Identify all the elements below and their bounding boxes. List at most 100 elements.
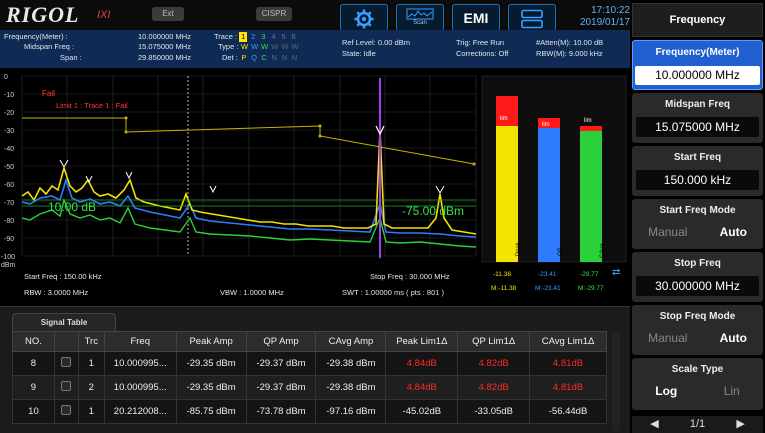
vbw-readout: VBW : 1.0000 MHz bbox=[220, 288, 284, 297]
info-bar: Frequency(Meter) : 10.000000 MHz Midspan… bbox=[0, 30, 630, 68]
gear-icon bbox=[354, 9, 374, 29]
limit-fail-text: Limit 1 : Trace 1 : Fail bbox=[56, 101, 128, 110]
peak-bar-marker: M:-11.38 bbox=[491, 285, 517, 292]
col-cavg-lim[interactable]: CAvg Lim1Δ bbox=[529, 331, 607, 352]
row-checkbox[interactable] bbox=[53, 399, 79, 424]
start-mode-manual[interactable]: Manual bbox=[648, 225, 688, 239]
menu-start-freq[interactable]: Start Freq 150.000 kHz bbox=[632, 146, 763, 196]
cavg-lim-label: lim bbox=[584, 118, 592, 124]
clock: 17:10:22 2019/01/17 bbox=[570, 5, 630, 29]
menu-start-value[interactable]: 150.000 kHz bbox=[636, 170, 759, 190]
cell-cavg-lim: -56.44dB bbox=[529, 399, 607, 424]
trace-4[interactable]: 4 bbox=[271, 32, 276, 41]
ext-button[interactable]: Ext bbox=[152, 7, 184, 21]
menu-freq-meter-value[interactable]: 10.000000 MHz bbox=[635, 66, 760, 85]
logo-subtitle: IXI bbox=[97, 9, 111, 21]
cell-peak-lim: 4.84dB bbox=[385, 351, 459, 376]
det-5: N bbox=[281, 53, 288, 62]
row-checkbox[interactable] bbox=[53, 351, 79, 376]
plot-footer: Start Freq : 150.00 kHz RBW : 3.0000 MHz… bbox=[0, 268, 630, 306]
col-qp-amp[interactable]: QP Amp bbox=[245, 331, 317, 352]
bar-meter-svg: lim Peak lim QP lim CAvg bbox=[481, 75, 627, 263]
menu-start-mode-title: Start Freq Mode bbox=[659, 205, 736, 216]
menu-midspan-value[interactable]: 15.075000 MHz bbox=[636, 117, 759, 137]
trace-5[interactable]: 5 bbox=[281, 32, 286, 41]
clock-date: 2019/01/17 bbox=[579, 17, 630, 28]
table-row[interactable]: 9 2 10.000995... -29.35 dBm -29.37 dBm -… bbox=[12, 375, 607, 400]
marker-1-icon[interactable] bbox=[375, 125, 385, 136]
fail-text: Fail bbox=[42, 89, 55, 98]
trace-3[interactable]: 3 bbox=[261, 32, 266, 41]
prev-page-icon[interactable]: ◀ bbox=[650, 418, 659, 430]
signal-table-tab[interactable]: Signal Table bbox=[12, 313, 116, 331]
stop-mode-manual[interactable]: Manual bbox=[648, 331, 688, 345]
table-scrollbar[interactable] bbox=[612, 331, 620, 431]
det-3: C bbox=[261, 53, 267, 62]
col-peak-lim[interactable]: Peak Lim1Δ bbox=[385, 331, 459, 352]
qp-bar bbox=[538, 118, 560, 262]
qp-bar-value: -23.41 bbox=[538, 271, 557, 278]
limit-points bbox=[124, 116, 476, 166]
cell-no: 8 bbox=[12, 351, 55, 376]
checkbox-icon[interactable] bbox=[61, 381, 72, 391]
trace-row: Trace : 1 2 3 4 5 6 bbox=[214, 32, 298, 42]
row-checkbox[interactable] bbox=[53, 375, 79, 400]
col-qp-lim[interactable]: QP Lim1Δ bbox=[457, 331, 531, 352]
menu-stop-freq-mode[interactable]: Stop Freq Mode Manual Auto bbox=[632, 305, 763, 355]
ytick-5: -50 bbox=[4, 164, 14, 171]
cavg-bar bbox=[580, 126, 602, 262]
scan-button[interactable]: Scan bbox=[396, 4, 444, 32]
menu-scale-title: Scale Type bbox=[671, 364, 724, 375]
checkbox-icon[interactable] bbox=[61, 357, 72, 367]
cell-qp-amp: -73.78 dBm bbox=[245, 399, 317, 424]
stop-mode-auto[interactable]: Auto bbox=[719, 331, 747, 345]
emi-button[interactable]: EMI bbox=[452, 4, 500, 32]
menu-midspan[interactable]: Midspan Freq 15.075000 MHz bbox=[632, 93, 763, 143]
scale-lin[interactable]: Lin bbox=[723, 384, 740, 398]
layout-button[interactable] bbox=[508, 4, 556, 32]
spectrum-plot[interactable]: 0 -10 -20 -30 -40 -50 -60 -70 -80 -90 -1… bbox=[0, 68, 480, 268]
rigol-logo: RIGOL bbox=[6, 2, 80, 27]
type-1: W bbox=[240, 42, 249, 51]
cavg-bar-over-limit bbox=[580, 126, 602, 131]
settings-button[interactable] bbox=[340, 4, 388, 32]
next-page-icon[interactable]: ▶ bbox=[736, 418, 745, 430]
table-row[interactable]: 10 1 20.212008... -85.75 dBm -73.78 dBm … bbox=[12, 399, 607, 424]
col-freq[interactable]: Freq bbox=[103, 331, 177, 352]
trace-2[interactable]: 2 bbox=[251, 32, 256, 41]
qp-bar-marker: M:-23.41 bbox=[535, 285, 561, 292]
freq-meter-label: Frequency(Meter) : bbox=[4, 32, 68, 41]
col-cavg-amp[interactable]: CAvg Amp bbox=[315, 331, 387, 352]
det-row: Det : P Q C N N N bbox=[222, 53, 298, 63]
type-2: W bbox=[251, 42, 259, 51]
trace-1[interactable]: 1 bbox=[239, 32, 248, 42]
menu-stop-value[interactable]: 30.000000 MHz bbox=[636, 276, 759, 296]
menu-start-freq-mode[interactable]: Start Freq Mode Manual Auto bbox=[632, 199, 763, 249]
checkbox-icon[interactable] bbox=[61, 405, 72, 415]
cispr-button[interactable]: CISPR bbox=[256, 7, 292, 21]
stop-freq-readout: Stop Freq : 30.000 MHz bbox=[370, 272, 450, 281]
cavg-trace bbox=[21, 197, 477, 248]
ytick-6: -60 bbox=[4, 182, 14, 189]
menu-scale-type[interactable]: Scale Type Log Lin bbox=[632, 358, 763, 410]
menu-freq-meter[interactable]: Frequency(Meter) 10.000000 MHz bbox=[632, 40, 763, 90]
scale-log[interactable]: Log bbox=[655, 384, 678, 398]
peak-marker-1-icon bbox=[59, 159, 69, 169]
trace-6[interactable]: 6 bbox=[291, 32, 296, 41]
col-trc[interactable]: Trc bbox=[77, 331, 105, 352]
menu-stop-freq[interactable]: Stop Freq 30.000000 MHz bbox=[632, 252, 763, 302]
swt-readout: SWT : 1.00000 ms ( pts : 801 ) bbox=[342, 288, 444, 297]
cell-qp-amp: -29.37 dBm bbox=[245, 375, 317, 400]
peak-bar-over-limit bbox=[496, 96, 518, 126]
col-no[interactable]: NO. bbox=[12, 331, 55, 352]
span-value: 29.850000 MHz bbox=[138, 53, 191, 62]
start-mode-auto[interactable]: Auto bbox=[719, 225, 747, 239]
state: State: Idle bbox=[342, 49, 376, 58]
cell-cavg-amp: -97.16 dBm bbox=[315, 399, 387, 424]
det-2: Q bbox=[251, 53, 257, 62]
col-peak-amp[interactable]: Peak Amp bbox=[175, 331, 247, 352]
table-row[interactable]: 8 1 10.000995... -29.35 dBm -29.37 dBm -… bbox=[12, 351, 607, 376]
cell-freq: 10.000995... bbox=[103, 375, 177, 400]
cell-qp-lim: 4.82dB bbox=[457, 375, 531, 400]
swap-icon[interactable]: ⇄ bbox=[612, 267, 621, 278]
